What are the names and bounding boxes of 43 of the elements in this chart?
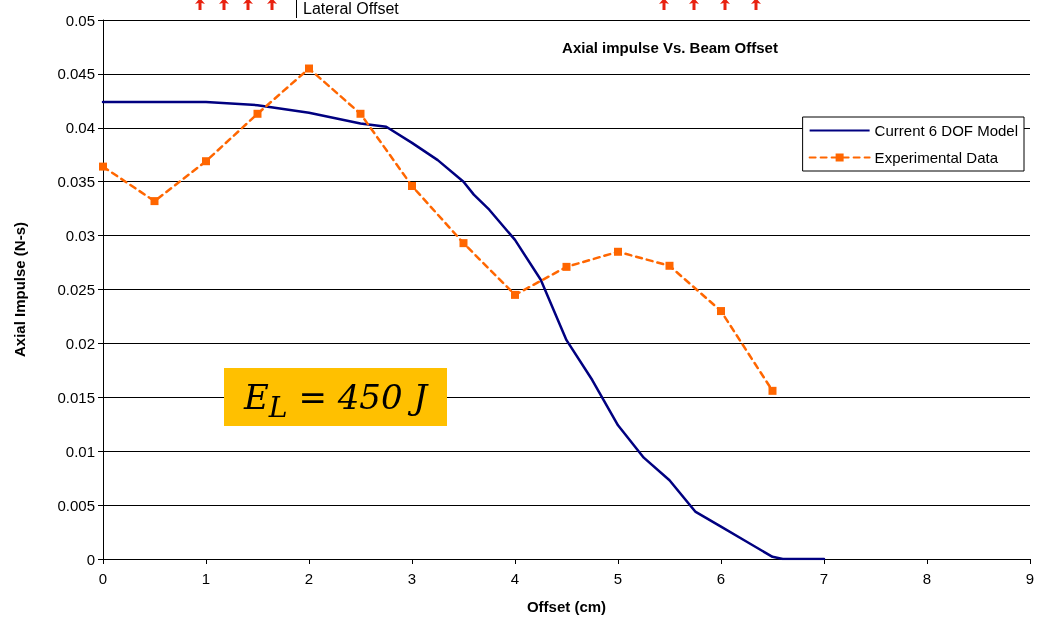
text: Axial impulse Vs. Beam Offset	[562, 39, 778, 56]
point	[511, 290, 519, 299]
text: Lateral Offset	[296, 0, 399, 18]
y-tick-label: 0.025	[57, 281, 95, 298]
x-tick-label: 9	[1025, 570, 1035, 587]
y-tick-label: 0.03	[65, 227, 95, 245]
x-tick-label: 7	[819, 570, 829, 587]
y-tick-label: 0.05	[65, 11, 95, 29]
y-tick-label: 0.005	[57, 496, 95, 514]
x-tick-label: 1	[201, 570, 211, 587]
line-series	[101, 100, 826, 561]
point	[305, 64, 313, 73]
y-tick-label: 0.02	[65, 334, 95, 352]
legend-label: Experimental Data	[874, 149, 999, 166]
point	[459, 239, 468, 248]
x-tick-label: 4	[510, 570, 520, 587]
y-tick-label: 0.045	[57, 65, 95, 83]
y-tick-label: 0.015	[57, 388, 95, 406]
point	[99, 162, 107, 171]
x-tick-label: 8	[922, 570, 932, 587]
x-tick-label: 0	[98, 570, 108, 587]
point	[408, 182, 416, 191]
point	[202, 157, 210, 166]
x-axis-title: Offset (cm)	[526, 598, 607, 615]
y-tick-label: 0.04	[65, 119, 95, 137]
y-tick-label: 0	[86, 550, 95, 568]
point	[614, 247, 622, 256]
y-tick-label: 0.035	[57, 173, 95, 191]
x-tick-label: 2	[304, 570, 314, 587]
x-tick-label: 3	[407, 570, 417, 587]
x-tick-label: 5	[613, 570, 623, 587]
annotation: E$_{L}$ = 450 J	[224, 368, 447, 426]
point	[717, 307, 725, 316]
point	[150, 197, 159, 206]
point	[768, 386, 777, 395]
point	[253, 109, 262, 118]
point	[665, 261, 674, 270]
point	[356, 109, 365, 118]
point	[562, 262, 571, 271]
x-tick-label: 6	[716, 570, 726, 587]
y-tick-label: 0.01	[65, 442, 95, 460]
y-axis-title: Axial Impulse (N-s)	[11, 221, 28, 358]
legend-label: Current 6 DOF Model	[874, 122, 1019, 139]
